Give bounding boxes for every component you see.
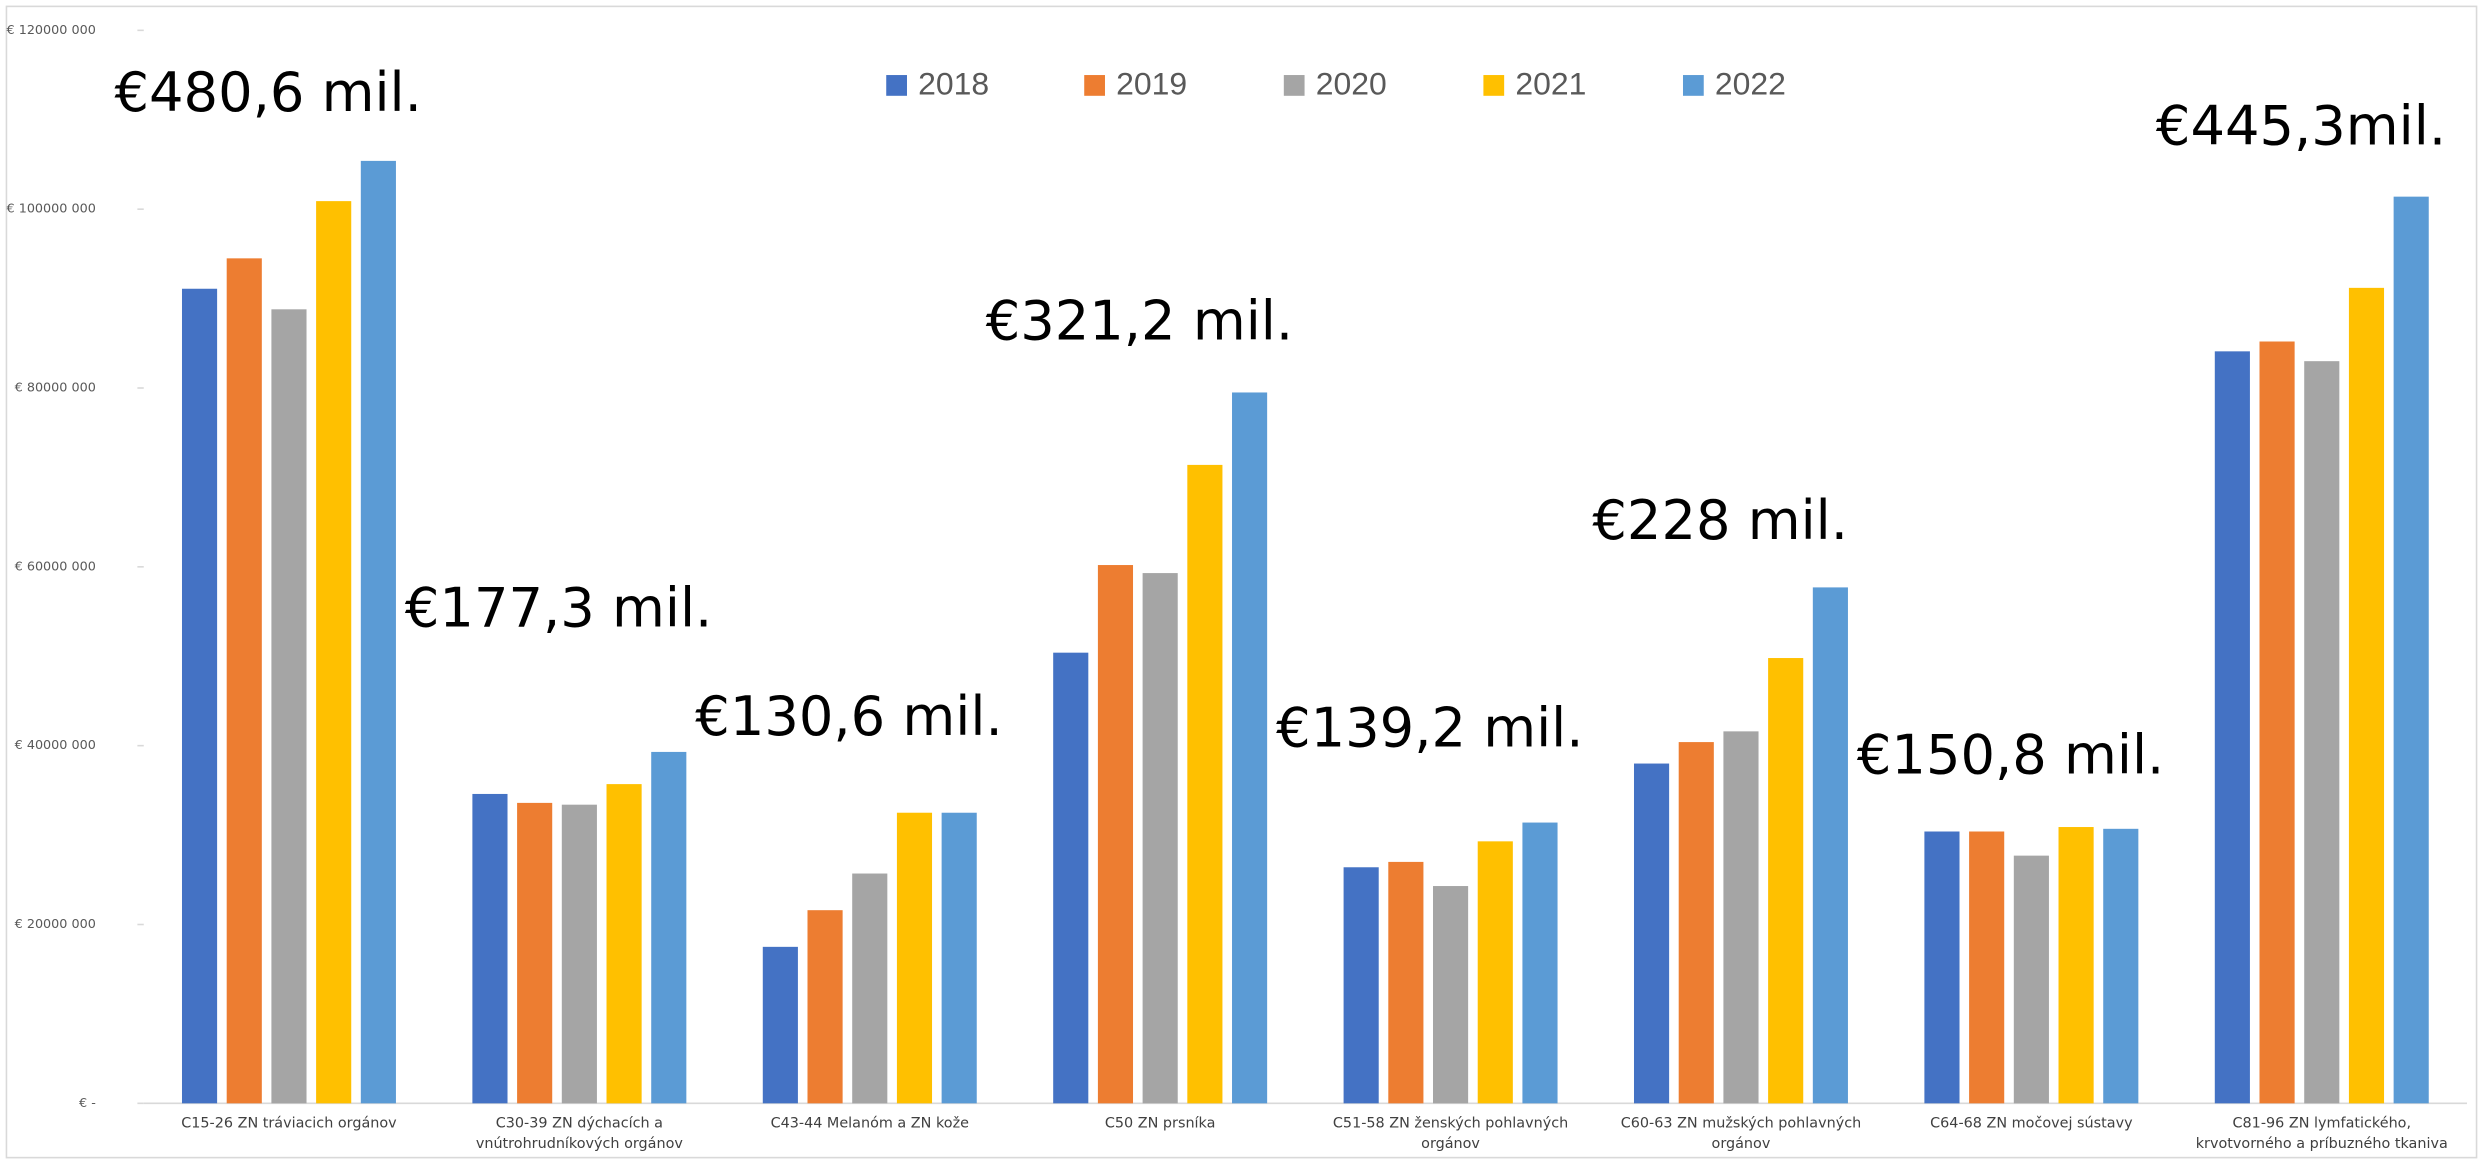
legend-swatch [886, 75, 907, 96]
x-tick-label: C50 ZN prsníka [1104, 1116, 1216, 1133]
annotation: €445,3mil. [2156, 94, 2446, 157]
x-tick-label: C81-96 ZN lymfatického, krvotvorného a p… [2195, 1116, 2448, 1153]
annotation: €228 mil. [1592, 489, 1848, 552]
y-tick-label: € 100000 000 [7, 202, 96, 217]
bar [1969, 831, 2005, 1104]
bar [1924, 831, 1960, 1104]
bar [2013, 855, 2049, 1104]
annotation: €130,6 mil. [695, 685, 1002, 748]
legend-swatch [1283, 75, 1305, 96]
x-tick-label: C64-68 ZN močovej sústavy [1930, 1116, 2133, 1133]
bar [2214, 351, 2250, 1104]
bar [226, 258, 262, 1104]
bar [2058, 827, 2094, 1104]
bar [1187, 464, 1223, 1104]
x-tick-label-box: C30-39 ZN dýchacích a vnútrohrudníkových… [475, 1116, 683, 1153]
bar [2259, 341, 2295, 1104]
bar [1433, 886, 1469, 1104]
legend-label: 2018 [918, 66, 989, 102]
bar [1388, 861, 1424, 1104]
legend-label: 2021 [1515, 66, 1586, 102]
bar [472, 793, 508, 1104]
bar [271, 309, 307, 1104]
bar [852, 873, 888, 1104]
x-tick-label-box: C50 ZN prsníka [1104, 1116, 1216, 1133]
y-tick-label: € - [79, 1096, 96, 1111]
annotation: €150,8 mil. [1857, 724, 2164, 787]
bar [1522, 822, 1558, 1104]
y-tick-label: € 120000 000 [7, 23, 96, 38]
x-tick-label-box: C15-26 ZN tráviacich orgánov [181, 1116, 397, 1133]
legend-label: 2020 [1316, 66, 1387, 102]
legend-swatch [1682, 75, 1704, 96]
x-tick-label: C60-63 ZN mužských pohlavných orgánov [1620, 1116, 1862, 1153]
bar [1678, 742, 1714, 1104]
bar [651, 751, 687, 1104]
bar [1477, 841, 1513, 1104]
x-tick-label-box: C60-63 ZN mužských pohlavných orgánov [1620, 1116, 1862, 1153]
bar [2348, 287, 2385, 1104]
x-tick-label-box: C43-44 Melanóm a ZN kože [770, 1116, 969, 1133]
legend-label: 2019 [1116, 66, 1187, 102]
bar [896, 812, 933, 1104]
bar [1142, 573, 1178, 1104]
bar [1768, 658, 1804, 1104]
annotation: €480,6 mil. [115, 61, 422, 124]
annotation: €177,3 mil. [405, 577, 712, 640]
x-tick-label: C51-58 ZN ženských pohlavných orgánov [1332, 1116, 1569, 1153]
bar [1097, 565, 1134, 1104]
y-tick-label: € 20000 000 [15, 917, 96, 932]
bar [1053, 652, 1089, 1104]
bar [2393, 196, 2429, 1104]
annotation: €139,2 mil. [1276, 696, 1583, 759]
x-tick-label: C15-26 ZN tráviacich orgánov [181, 1116, 397, 1133]
bar [316, 201, 352, 1104]
bar [1723, 731, 1759, 1104]
bar [360, 160, 396, 1104]
bar [606, 784, 642, 1104]
bar [762, 946, 798, 1104]
bar [2304, 361, 2340, 1104]
x-tick-label: C30-39 ZN dýchacích a vnútrohrudníkových… [475, 1116, 683, 1153]
x-tick-label-box: C81-96 ZN lymfatického, krvotvorného a p… [2195, 1116, 2448, 1153]
annotation: €321,2 mil. [986, 289, 1293, 352]
y-tick-label: € 80000 000 [15, 381, 96, 396]
bar [1812, 587, 1848, 1104]
bar [1343, 867, 1379, 1104]
x-tick-label-box: C64-68 ZN močovej sústavy [1930, 1116, 2133, 1133]
bar [1232, 392, 1268, 1104]
legend-swatch [1084, 75, 1105, 96]
bar [517, 802, 553, 1104]
legend-label: 2022 [1715, 66, 1786, 102]
x-tick-label: C43-44 Melanóm a ZN kože [770, 1116, 969, 1133]
bar [941, 812, 977, 1104]
bar [181, 288, 218, 1104]
bar [2103, 828, 2139, 1104]
bar [807, 910, 843, 1104]
bar [1633, 763, 1670, 1104]
x-tick-label-box: C51-58 ZN ženských pohlavných orgánov [1332, 1116, 1569, 1153]
bar [561, 804, 597, 1104]
legend-swatch [1483, 75, 1505, 96]
y-tick-label: € 60000 000 [15, 559, 96, 574]
y-tick-label: € 40000 000 [15, 738, 96, 753]
